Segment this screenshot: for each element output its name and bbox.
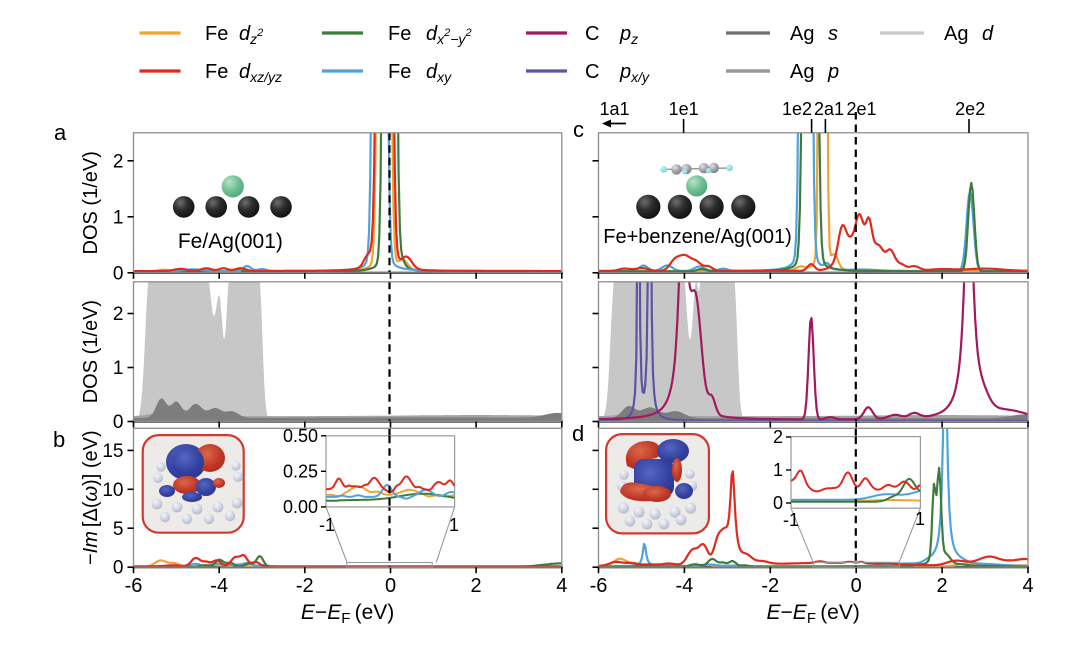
svg-text:dx2−y2: dx2−y2: [426, 23, 472, 47]
svg-text:-4: -4: [676, 575, 694, 597]
svg-text:Fe/Ag(001): Fe/Ag(001): [178, 230, 283, 253]
svg-text:2: 2: [937, 575, 948, 597]
svg-text:-6: -6: [590, 575, 608, 597]
svg-text:Fe: Fe: [205, 61, 228, 83]
svg-text:-1: -1: [319, 515, 335, 535]
svg-text:Fe: Fe: [205, 23, 228, 45]
svg-text:1a1: 1a1: [599, 99, 629, 119]
svg-text:0: 0: [773, 493, 783, 513]
svg-text:2e2: 2e2: [955, 99, 985, 119]
svg-text:1: 1: [449, 515, 459, 535]
svg-text:c: c: [573, 117, 584, 142]
svg-text:p: p: [827, 61, 839, 83]
svg-text:−Im [Δ(ω)] (eV): −Im [Δ(ω)] (eV): [80, 430, 102, 565]
svg-text:Fe: Fe: [388, 23, 411, 45]
svg-text:2e1: 2e1: [846, 99, 876, 119]
svg-text:-2: -2: [761, 575, 779, 597]
svg-text:-2: -2: [296, 575, 314, 597]
svg-text:1: 1: [773, 460, 783, 480]
svg-text:DOS (1/eV): DOS (1/eV): [80, 300, 102, 403]
svg-text:b: b: [53, 427, 65, 452]
svg-text:0.00: 0.00: [283, 497, 318, 517]
svg-text:15: 15: [102, 441, 123, 462]
svg-text:d: d: [572, 421, 584, 446]
svg-text:Fe+benzene/Ag(001): Fe+benzene/Ag(001): [603, 226, 791, 248]
svg-text:5: 5: [113, 519, 124, 540]
svg-text:1e2: 1e2: [782, 99, 812, 119]
svg-text:2: 2: [113, 151, 124, 172]
svg-text:0: 0: [385, 575, 396, 597]
svg-text:10: 10: [102, 480, 123, 501]
svg-text:Ag: Ag: [790, 23, 814, 45]
svg-text:4: 4: [1022, 575, 1033, 597]
svg-text:DOS (1/eV): DOS (1/eV): [80, 151, 102, 254]
svg-text:1: 1: [915, 509, 925, 529]
svg-text:a: a: [54, 120, 67, 145]
svg-text:C: C: [585, 61, 599, 83]
svg-text:0: 0: [113, 263, 124, 284]
svg-text:0: 0: [113, 412, 124, 433]
svg-text:1e1: 1e1: [669, 99, 699, 119]
svg-text:d: d: [982, 23, 994, 45]
svg-text:s: s: [828, 23, 838, 45]
svg-text:4: 4: [556, 575, 567, 597]
svg-text:Ag: Ag: [944, 23, 968, 45]
svg-text:Ag: Ag: [790, 61, 814, 83]
svg-text:1: 1: [113, 358, 124, 379]
svg-text:2: 2: [471, 575, 482, 597]
svg-text:0: 0: [851, 575, 862, 597]
svg-text:C: C: [585, 23, 599, 45]
svg-text:0.25: 0.25: [283, 461, 318, 481]
svg-text:2: 2: [773, 427, 783, 447]
svg-text:Fe: Fe: [388, 61, 411, 83]
svg-text:-6: -6: [125, 575, 143, 597]
svg-text:-4: -4: [210, 575, 228, 597]
svg-text:0.50: 0.50: [283, 426, 318, 446]
svg-text:-1: -1: [783, 510, 799, 530]
svg-text:2: 2: [113, 304, 124, 325]
svg-text:0: 0: [113, 558, 124, 579]
svg-text:2a1: 2a1: [814, 99, 844, 119]
svg-text:1: 1: [113, 207, 124, 228]
